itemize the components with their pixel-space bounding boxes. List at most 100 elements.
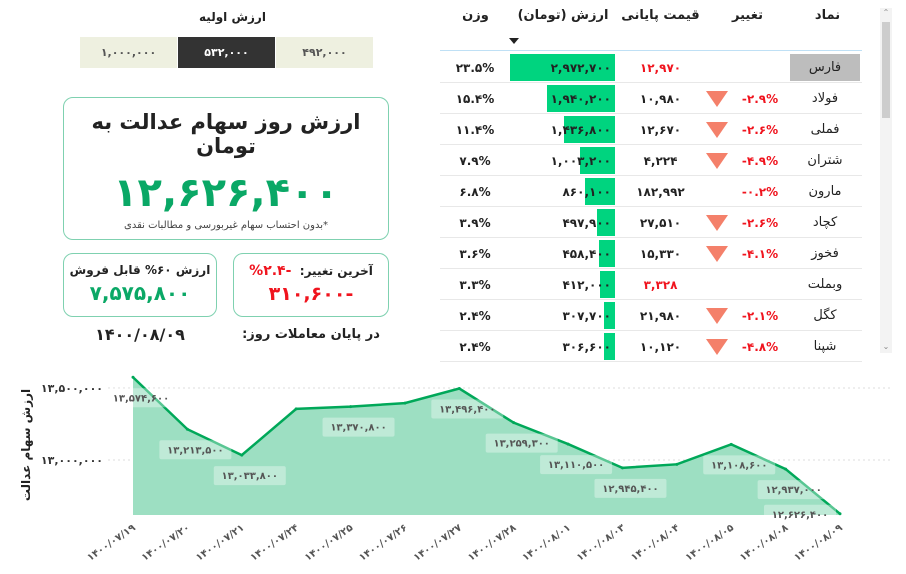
close-price-cell: ۱۲,۶۷۰ [639, 122, 682, 137]
initial-option-532000[interactable]: ۵۳۲,۰۰۰ [178, 37, 275, 68]
change-cell: -۲.۶% [741, 122, 779, 137]
close-price-cell: ۲۱,۹۸۰ [639, 308, 682, 323]
header-weight[interactable]: وزن [462, 8, 489, 23]
x-tick-label: ۱۴۰۰/۰۸/۰۱ [521, 522, 573, 563]
change-cell: -۲.۹% [741, 91, 779, 106]
weight-cell: ۲.۴% [459, 308, 491, 323]
value-cell: ۳۰۶,۶۰۰ [508, 331, 615, 362]
table-row[interactable]: فولاد -۲.۹% ۱۰,۹۸۰ ۱,۹۴۰,۲۰۰ ۱۵.۴% [440, 83, 862, 114]
value-cell: ۱,۴۳۶,۸۰۰ [508, 114, 615, 145]
header-value[interactable]: ارزش (تومان) [517, 8, 609, 23]
header-symbol[interactable]: نماد [814, 8, 841, 23]
header-divider [440, 50, 862, 51]
value-text: ۱,۴۳۶,۸۰۰ [550, 122, 611, 137]
data-label-bg [213, 466, 286, 486]
down-arrow-icon [702, 300, 732, 331]
data-label: ۱۳,۳۷۰,۸۰۰ [330, 423, 386, 434]
symbol-cell[interactable]: وبملت [807, 277, 843, 292]
scroll-up-icon[interactable]: ⌃ [882, 8, 890, 17]
x-tick-label: ۱۴۰۰/۰۷/۲۶ [357, 522, 409, 563]
value-cell: ۸۶۰,۱۰۰ [508, 176, 615, 207]
x-tick-label: ۱۴۰۰/۰۸/۰۴ [629, 522, 681, 563]
down-arrow-icon [702, 145, 732, 176]
table-scrollbar[interactable]: ⌃ ⌄ [880, 8, 892, 353]
change-cell: -۲.۶% [741, 215, 779, 230]
x-tick-label: ۱۴۰۰/۰۸/۰۵ [684, 522, 736, 563]
data-label: ۱۳,۱۰۸,۶۰۰ [711, 460, 767, 471]
table-row[interactable]: فملی -۲.۶% ۱۲,۶۷۰ ۱,۴۳۶,۸۰۰ ۱۱.۴% [440, 114, 862, 145]
symbol-cell[interactable]: کگل [813, 308, 837, 323]
symbol-cell[interactable]: فخوز [811, 246, 839, 261]
value-cell: ۳۰۷,۷۰۰ [508, 300, 615, 331]
data-label: ۱۳,۲۱۳,۵۰۰ [167, 445, 223, 456]
x-tick-label: ۱۴۰۰/۰۷/۲۵ [303, 522, 355, 563]
weight-cell: ۷.۹% [459, 153, 491, 168]
x-tick-label: ۱۴۰۰/۰۷/۲۰ [140, 522, 192, 563]
change-percent: -۲.۴% [249, 263, 292, 279]
data-label: ۱۲,۶۲۶,۴۰۰ [772, 510, 828, 521]
value-cell: ۴۹۷,۹۰۰ [508, 207, 615, 238]
initial-option-492000[interactable]: ۴۹۲,۰۰۰ [276, 37, 373, 68]
table-row[interactable]: فارس ۱۲,۹۷۰ ۲,۹۷۲,۷۰۰ ۲۳.۵% [440, 52, 862, 83]
main-value: ۱۲,۶۲۶,۴۰۰ [113, 170, 339, 216]
data-label-bg [431, 399, 504, 419]
symbol-cell[interactable]: فملی [810, 122, 840, 137]
data-point [675, 462, 679, 466]
value-text: ۳۰۶,۶۰۰ [562, 339, 611, 354]
symbol-cell[interactable]: فارس [790, 54, 860, 81]
y-axis-label: ارزش سهام عدالت [19, 389, 34, 501]
initial-value-title: ارزش اولیه [199, 10, 266, 24]
value-cell: ۱,۰۰۳,۲۰۰ [508, 145, 615, 176]
data-label-bg [764, 504, 836, 524]
data-point [240, 453, 244, 457]
area-fill [133, 377, 840, 515]
value-bar [584, 178, 615, 205]
close-price-cell: ۱۰,۹۸۰ [639, 91, 682, 106]
value-bar [600, 271, 615, 298]
value-text: ۱,۰۰۳,۲۰۰ [550, 153, 611, 168]
data-point [512, 421, 516, 425]
data-label: ۱۲,۹۳۷,۰۰۰ [765, 485, 821, 496]
symbol-cell[interactable]: شپنا [813, 339, 837, 354]
symbol-cell[interactable]: کچاد [812, 215, 838, 230]
data-label-bg [703, 455, 776, 475]
table-row[interactable]: مارون -۰.۲% ۱۸۲,۹۹۲ ۸۶۰,۱۰۰ ۶.۸% [440, 176, 862, 207]
close-price-cell: ۳,۳۲۸ [643, 277, 678, 292]
value-bar [597, 209, 615, 236]
close-price-cell: ۱۲,۹۷۰ [639, 60, 682, 75]
weight-cell: ۳.۳% [459, 277, 491, 292]
symbol-cell[interactable]: فولاد [811, 91, 839, 106]
close-price-cell: ۱۸۲,۹۹۲ [636, 184, 685, 199]
table-row[interactable]: کچاد -۲.۶% ۲۷,۵۱۰ ۴۹۷,۹۰۰ ۳.۹% [440, 207, 862, 238]
date-label: در پایان معاملات روز: [242, 327, 380, 342]
change-cell: -۲.۱% [741, 308, 779, 323]
data-label: ۱۲,۹۴۵,۴۰۰ [602, 484, 658, 495]
data-label: ۱۳,۱۱۰,۵۰۰ [548, 460, 604, 471]
table-row[interactable]: کگل -۲.۱% ۲۱,۹۸۰ ۳۰۷,۷۰۰ ۲.۴% [440, 300, 862, 331]
x-tick-label: ۱۴۰۰/۰۷/۲۱ [194, 522, 246, 563]
data-label: ۱۳,۲۵۹,۳۰۰ [493, 439, 549, 450]
change-cell: -۴.۱% [741, 246, 779, 261]
scrollbar-thumb[interactable] [882, 22, 890, 118]
value-cell: ۴۵۸,۴۰۰ [508, 238, 615, 269]
scroll-down-icon[interactable]: ⌄ [882, 342, 890, 351]
down-arrow-icon [702, 331, 732, 362]
down-arrow-icon [702, 207, 732, 238]
table-row[interactable]: وبملت ۳,۳۲۸ ۴۱۲,۰۰۰ ۳.۳% [440, 269, 862, 300]
x-tick-label: ۱۴۰۰/۰۷/۱۹ [85, 522, 137, 563]
table-row[interactable]: شپنا -۴.۸% ۱۰,۱۲۰ ۳۰۶,۶۰۰ ۲.۴% [440, 331, 862, 362]
symbol-cell[interactable]: شتران [807, 153, 843, 168]
data-label-bg [540, 455, 613, 475]
header-close[interactable]: قیمت پایانی [621, 8, 700, 23]
data-label-bg [757, 480, 830, 500]
table-row[interactable]: فخوز -۴.۱% ۱۵,۳۳۰ ۴۵۸,۴۰۰ ۳.۶% [440, 238, 862, 269]
symbol-cell[interactable]: مارون [808, 184, 842, 199]
data-point [620, 466, 624, 470]
data-label: ۱۳,۴۹۶,۴۰۰ [439, 405, 495, 416]
initial-option-1000000[interactable]: ۱,۰۰۰,۰۰۰ [80, 37, 177, 68]
weight-cell: ۱۵.۴% [455, 91, 495, 106]
table-row[interactable]: شتران -۴.۹% ۴,۲۲۴ ۱,۰۰۳,۲۰۰ ۷.۹% [440, 145, 862, 176]
x-tick-label: ۱۴۰۰/۰۷/۲۸ [466, 522, 518, 563]
main-card-note: *بدون احتساب سهام غیربورسی و مطالبات نقد… [124, 220, 328, 231]
header-change[interactable]: تغییر [732, 8, 763, 23]
